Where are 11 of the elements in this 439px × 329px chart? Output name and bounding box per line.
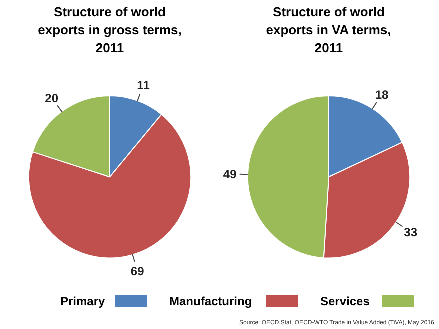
data-label: 33 [404,226,418,240]
legend-label: Manufacturing [170,294,252,308]
data-label: 11 [137,78,150,92]
data-label: 20 [45,91,59,106]
legend-label: Primary [60,294,106,308]
data-label: 49 [223,168,238,182]
legend-label: Services [320,294,370,308]
chart-title: Structure of world exports in VA terms, 2011 [266,4,392,56]
data-label: 69 [130,264,145,279]
data-label: 18 [375,88,390,102]
chart-title: Structure of world exports in gross terms, 2011 [38,4,182,56]
